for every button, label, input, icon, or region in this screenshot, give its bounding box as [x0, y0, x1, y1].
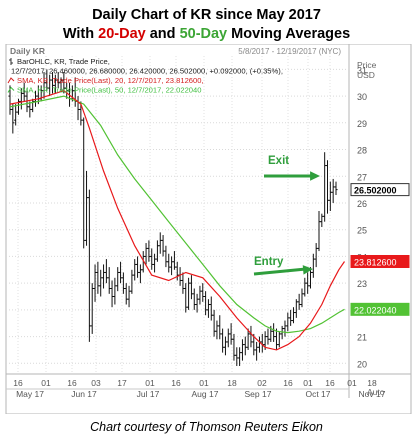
entry-arrow-shaft [253, 267, 307, 276]
y-tick-label: 21 [357, 333, 367, 343]
chart-title: Daily Chart of KR since May 2017 [0, 7, 413, 23]
x-day-tick-label: 16 [67, 378, 77, 388]
sma50-last-tag [350, 302, 410, 316]
ohlc-bar [334, 181, 338, 195]
y-tick-label: 29 [357, 119, 367, 129]
panel-name: Daily KR [10, 46, 45, 56]
last-price-value: 26.502000 [354, 186, 397, 196]
y-tick-label: 30 [357, 92, 367, 102]
y-tick-label: 25 [357, 226, 367, 236]
x-month-label: Nov 17 [359, 389, 386, 399]
x-month-label: Oct 17 [305, 389, 330, 399]
annotations: Exit Entry [253, 155, 320, 276]
x-month-label: Jun 17 [71, 389, 97, 399]
x-day-tick-label: 18 [367, 378, 377, 388]
title-with: With [62, 26, 99, 42]
x-day-tick-label: 16 [325, 378, 335, 388]
axes: 2021222324252627282930311601160317011601… [6, 65, 410, 399]
x-day-tick-label: 02 [257, 378, 267, 388]
entry-arrow-head [302, 265, 313, 275]
sma20-last-tag [350, 254, 410, 268]
x-month-label: Aug 17 [192, 389, 219, 399]
y-tick-label: 23 [357, 279, 367, 289]
exit-label: Exit [268, 155, 289, 167]
bar-ohlc-icon [9, 58, 13, 65]
y-tick-label: 20 [357, 359, 367, 369]
legend-row-1: BarOHLC, KR, Trade Price, [17, 57, 110, 66]
x-day-tick-label: 01 [199, 378, 209, 388]
sma20-last-value: 23.812600 [354, 257, 397, 267]
y-tick-label: 28 [357, 146, 367, 156]
sma-lines [9, 90, 345, 351]
chart-subtitle: With 20-Day and 50-Day Moving Averages [0, 26, 413, 42]
title-and: and [145, 26, 180, 42]
chart-caption: Chart courtesy of Thomson Reuters Eikon [90, 420, 323, 434]
legend-row-3: SMA, KR, Trade Price(Last), 20, 12/7/201… [17, 76, 204, 85]
sma-line-icon [7, 86, 15, 93]
x-month-label: Sep 17 [245, 389, 272, 399]
x-month-label: May 17 [16, 389, 44, 399]
y-tick-label: 27 [357, 172, 367, 182]
sma-50-line [9, 95, 345, 334]
sma-line-icon [7, 77, 15, 84]
exit-arrow-head [310, 171, 320, 181]
sma-20-line [9, 90, 345, 351]
x-month-label: Jul 17 [137, 389, 160, 399]
date-range: 5/8/2017 - 12/19/2017 (NYC) [238, 47, 341, 56]
x-day-tick-label: 01 [145, 378, 155, 388]
currency-label: USD [357, 70, 375, 80]
chart-header: Daily KR 5/8/2017 - 12/19/2017 (NYC) Price… [7, 46, 385, 397]
x-day-tick-label: 01 [347, 378, 357, 388]
chart-grid [5, 44, 412, 414]
x-day-tick-label: 16 [13, 378, 23, 388]
title-tail: Moving Averages [227, 26, 351, 42]
y-tick-label: 26 [357, 199, 367, 209]
legend-row-2: 12/7/2017, 26.460000, 26.680000, 26.4200… [11, 67, 283, 76]
exit-annotation: Exit [264, 155, 320, 181]
x-day-tick-label: 17 [117, 378, 127, 388]
x-day-tick-label: 16 [283, 378, 293, 388]
chart-frame [5, 44, 412, 414]
legend-row-4: SMA, KR, Trade Price(Last), 50, 12/7/201… [17, 86, 201, 95]
entry-annotation: Entry [253, 256, 313, 276]
scale-mode-label: Auto [367, 387, 385, 397]
title-line-1: Daily Chart of KR since May 2017 [92, 7, 321, 23]
x-day-tick-label: 03 [91, 378, 101, 388]
price-axis-label: Price [357, 60, 377, 70]
x-day-tick-label: 01 [41, 378, 51, 388]
last-price-tag [350, 183, 410, 197]
title-20-day: 20-Day [98, 26, 146, 42]
x-day-tick-label: 16 [171, 378, 181, 388]
sma50-last-value: 22.022040 [354, 305, 397, 315]
title-50-day: 50-Day [179, 26, 228, 42]
x-day-tick-label: 01 [303, 378, 313, 388]
y-tick-label: 31 [357, 65, 367, 75]
ohlc-bar [11, 104, 15, 134]
x-day-tick-label: 18 [227, 378, 237, 388]
entry-label: Entry [254, 256, 284, 268]
ohlc-bars [8, 69, 338, 366]
